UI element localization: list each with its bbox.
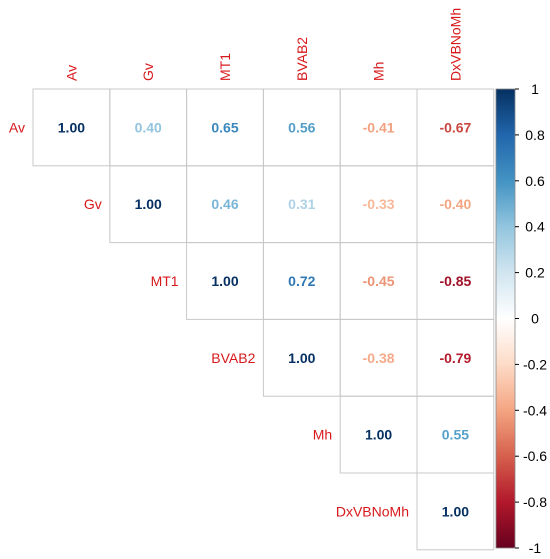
value-av-bvab2: 0.56 — [288, 119, 315, 135]
colorbar-tick-label: -0.8 — [523, 494, 547, 510]
colorbar-tick-label: -1 — [529, 540, 542, 556]
value-mh-mh: 1.00 — [365, 427, 392, 443]
value-bvab2-dxvbnomh: -0.79 — [439, 350, 471, 366]
colorbar-tick-label: -0.6 — [523, 448, 547, 464]
value-mh-dxvbnomh: 0.55 — [442, 427, 469, 443]
colorbar-tick-label: -0.2 — [523, 356, 547, 372]
value-av-dxvbnomh: -0.67 — [439, 119, 471, 135]
value-bvab2-bvab2: 1.00 — [288, 350, 315, 366]
value-bvab2-mh: -0.38 — [363, 350, 395, 366]
value-av-mt1: 0.65 — [211, 119, 238, 135]
column-label-gv: Gv — [140, 63, 156, 81]
value-gv-mh: -0.33 — [363, 196, 395, 212]
column-label-mh: Mh — [371, 62, 387, 81]
value-mt1-mt1: 1.00 — [211, 273, 238, 289]
value-dxvbnomh-dxvbnomh: 1.00 — [442, 503, 469, 519]
colorbar: 1 0.8 0.6 0.4 0.2 0 -0.2 -0.4 -0.6 -0.8 -1 — [495, 81, 547, 556]
axis-labels: Av Gv MT1 BVAB2 Mh DxVBNoMh Av Gv MT1 BVAB2 Mh DxVB… — [9, 8, 463, 520]
row-label-mt1: MT1 — [151, 273, 179, 289]
value-gv-gv: 1.00 — [135, 196, 162, 212]
cell-values: 1.00 0.40 0.65 0.56 -0.41 -0.67 1.00 0.46 0.31 -0… — [58, 119, 472, 519]
column-label-bvab2: BVAB2 — [294, 37, 310, 81]
row-label-dxvbnomh: DxVBNoMh — [336, 503, 409, 519]
value-av-mh: -0.41 — [363, 119, 395, 135]
colorbar-gradient — [495, 88, 516, 549]
column-label-av: Av — [63, 65, 79, 81]
value-mt1-bvab2: 0.72 — [288, 273, 315, 289]
column-label-mt1: MT1 — [217, 53, 233, 81]
value-av-av: 1.00 — [58, 119, 85, 135]
colorbar-tick-label: 1 — [531, 81, 539, 97]
grid-lines — [32, 88, 495, 551]
column-label-dxvbnomh: DxVBNoMh — [447, 8, 463, 81]
colorbar-tick-label: 0.2 — [525, 265, 545, 281]
colorbar-tick-label: 0 — [531, 311, 539, 327]
value-mt1-dxvbnomh: -0.85 — [439, 273, 471, 289]
value-av-gv: 0.40 — [135, 119, 162, 135]
colorbar-tick-label: 0.8 — [525, 127, 545, 143]
colorbar-tick-label: -0.4 — [523, 402, 547, 418]
cell-dxvbnomh-dxvbnomh — [416, 472, 495, 551]
row-label-mh: Mh — [313, 427, 332, 443]
colorbar-tick-label: 0.4 — [525, 219, 545, 235]
value-gv-bvab2: 0.31 — [288, 196, 315, 212]
value-gv-dxvbnomh: -0.40 — [439, 196, 471, 212]
row-label-av: Av — [9, 119, 25, 135]
value-mt1-mh: -0.45 — [363, 273, 395, 289]
colorbar-tick-label: 0.6 — [525, 173, 545, 189]
value-gv-mt1: 0.46 — [211, 196, 238, 212]
row-label-bvab2: BVAB2 — [211, 350, 255, 366]
row-label-gv: Gv — [84, 196, 102, 212]
